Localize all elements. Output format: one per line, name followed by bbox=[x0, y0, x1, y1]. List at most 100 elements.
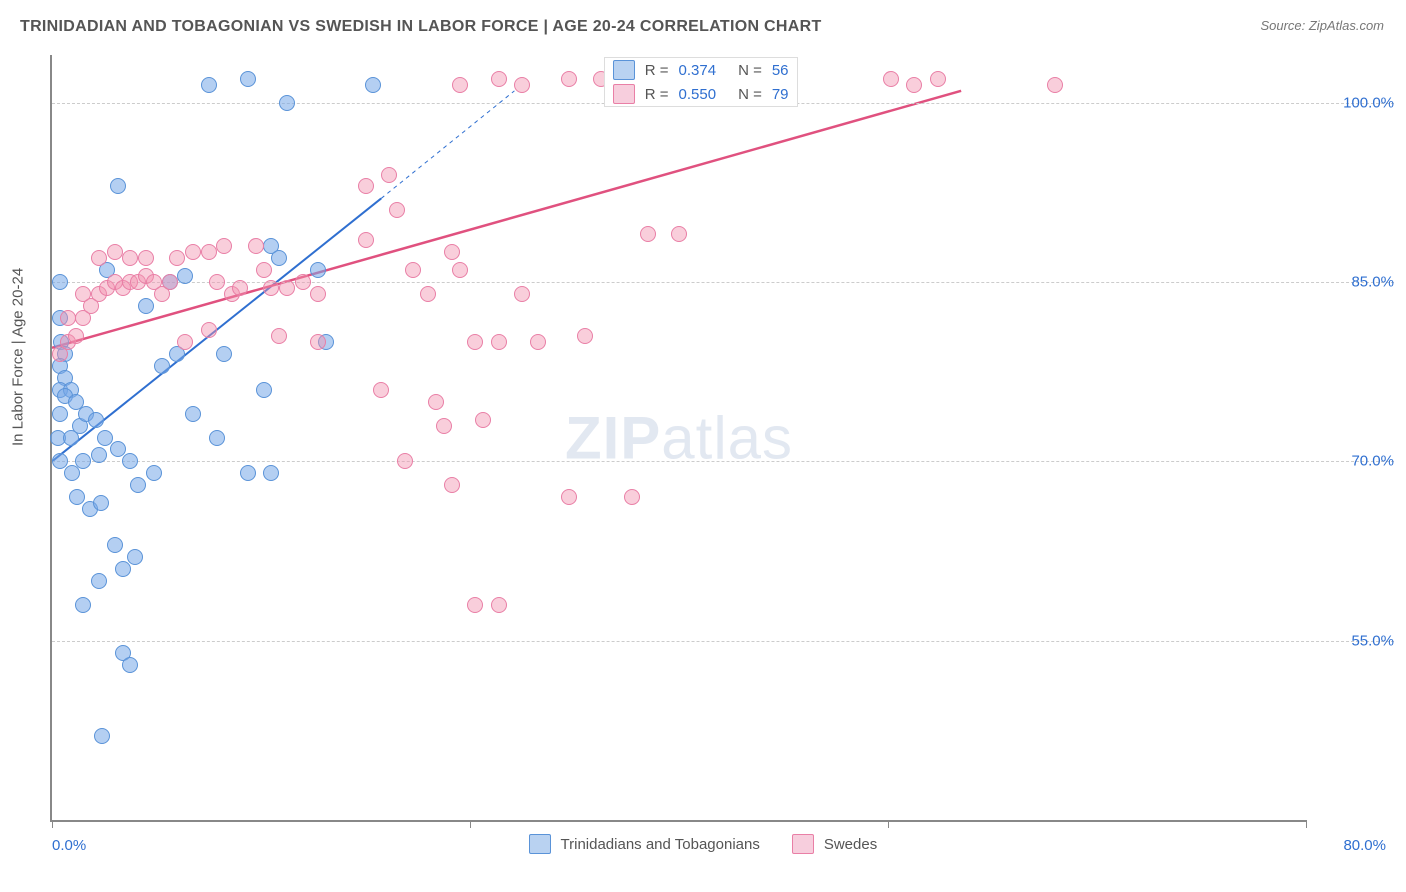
data-point bbox=[138, 250, 154, 266]
x-tick bbox=[52, 820, 53, 828]
data-point bbox=[491, 334, 507, 350]
data-point bbox=[216, 346, 232, 362]
data-point bbox=[514, 286, 530, 302]
x-tick bbox=[470, 820, 471, 828]
legend-swatch bbox=[613, 60, 635, 80]
legend-n-value: 79 bbox=[772, 86, 789, 103]
data-point bbox=[389, 202, 405, 218]
data-point bbox=[271, 328, 287, 344]
data-point bbox=[60, 310, 76, 326]
y-tick-label: 55.0% bbox=[1314, 632, 1394, 649]
data-point bbox=[88, 412, 104, 428]
data-point bbox=[514, 77, 530, 93]
legend-series-label: Swedes bbox=[824, 836, 877, 853]
data-point bbox=[577, 328, 593, 344]
legend-n-label: N = bbox=[738, 86, 762, 103]
data-point bbox=[209, 430, 225, 446]
data-point bbox=[110, 178, 126, 194]
data-point bbox=[91, 250, 107, 266]
data-point bbox=[310, 334, 326, 350]
data-point bbox=[397, 453, 413, 469]
data-point bbox=[97, 430, 113, 446]
data-point bbox=[381, 167, 397, 183]
data-point bbox=[452, 77, 468, 93]
data-point bbox=[232, 280, 248, 296]
source-label: Source: ZipAtlas.com bbox=[1260, 18, 1384, 33]
data-point bbox=[110, 441, 126, 457]
data-point bbox=[279, 95, 295, 111]
data-point bbox=[52, 453, 68, 469]
data-point bbox=[201, 77, 217, 93]
data-point bbox=[91, 447, 107, 463]
data-point bbox=[310, 262, 326, 278]
data-point bbox=[467, 597, 483, 613]
x-tick-label: 0.0% bbox=[52, 837, 86, 854]
data-point bbox=[640, 226, 656, 242]
data-point bbox=[530, 334, 546, 350]
data-point bbox=[127, 549, 143, 565]
data-point bbox=[75, 453, 91, 469]
data-point bbox=[201, 322, 217, 338]
data-point bbox=[201, 244, 217, 260]
data-point bbox=[185, 244, 201, 260]
x-tick bbox=[1306, 820, 1307, 828]
y-tick-label: 85.0% bbox=[1314, 274, 1394, 291]
data-point bbox=[91, 573, 107, 589]
legend-swatch bbox=[613, 84, 635, 104]
gridline bbox=[52, 282, 1394, 283]
data-point bbox=[373, 382, 389, 398]
data-point bbox=[420, 286, 436, 302]
data-point bbox=[883, 71, 899, 87]
data-point bbox=[122, 657, 138, 673]
legend-r-value: 0.550 bbox=[679, 86, 717, 103]
data-point bbox=[930, 71, 946, 87]
data-point bbox=[248, 238, 264, 254]
data-point bbox=[624, 489, 640, 505]
data-point bbox=[169, 250, 185, 266]
data-point bbox=[405, 262, 421, 278]
data-point bbox=[138, 298, 154, 314]
data-point bbox=[162, 274, 178, 290]
legend-swatch bbox=[792, 834, 814, 854]
data-point bbox=[75, 286, 91, 302]
legend-r-label: R = bbox=[645, 62, 669, 79]
data-point bbox=[279, 280, 295, 296]
legend-n-label: N = bbox=[738, 62, 762, 79]
data-point bbox=[68, 328, 84, 344]
data-point bbox=[452, 262, 468, 278]
data-point bbox=[107, 537, 123, 553]
data-point bbox=[358, 232, 374, 248]
data-point bbox=[52, 274, 68, 290]
data-point bbox=[52, 406, 68, 422]
data-point bbox=[94, 728, 110, 744]
gridline bbox=[52, 641, 1394, 642]
data-point bbox=[428, 394, 444, 410]
data-point bbox=[209, 274, 225, 290]
data-point bbox=[130, 477, 146, 493]
y-tick-label: 70.0% bbox=[1314, 453, 1394, 470]
data-point bbox=[906, 77, 922, 93]
data-point bbox=[475, 412, 491, 428]
legend-swatch bbox=[529, 834, 551, 854]
data-point bbox=[295, 274, 311, 290]
trend-lines bbox=[52, 55, 1306, 820]
y-tick-label: 100.0% bbox=[1314, 94, 1394, 111]
gridline bbox=[52, 461, 1394, 462]
data-point bbox=[561, 71, 577, 87]
legend-series-label: Trinidadians and Tobagonians bbox=[561, 836, 760, 853]
data-point bbox=[436, 418, 452, 434]
data-point bbox=[75, 597, 91, 613]
data-point bbox=[444, 477, 460, 493]
legend-n-value: 56 bbox=[772, 62, 789, 79]
data-point bbox=[365, 77, 381, 93]
data-point bbox=[263, 280, 279, 296]
data-point bbox=[122, 453, 138, 469]
x-tick bbox=[888, 820, 889, 828]
data-point bbox=[146, 465, 162, 481]
data-point bbox=[115, 561, 131, 577]
data-point bbox=[310, 286, 326, 302]
data-point bbox=[240, 465, 256, 481]
data-point bbox=[561, 489, 577, 505]
data-point bbox=[185, 406, 201, 422]
data-point bbox=[256, 382, 272, 398]
